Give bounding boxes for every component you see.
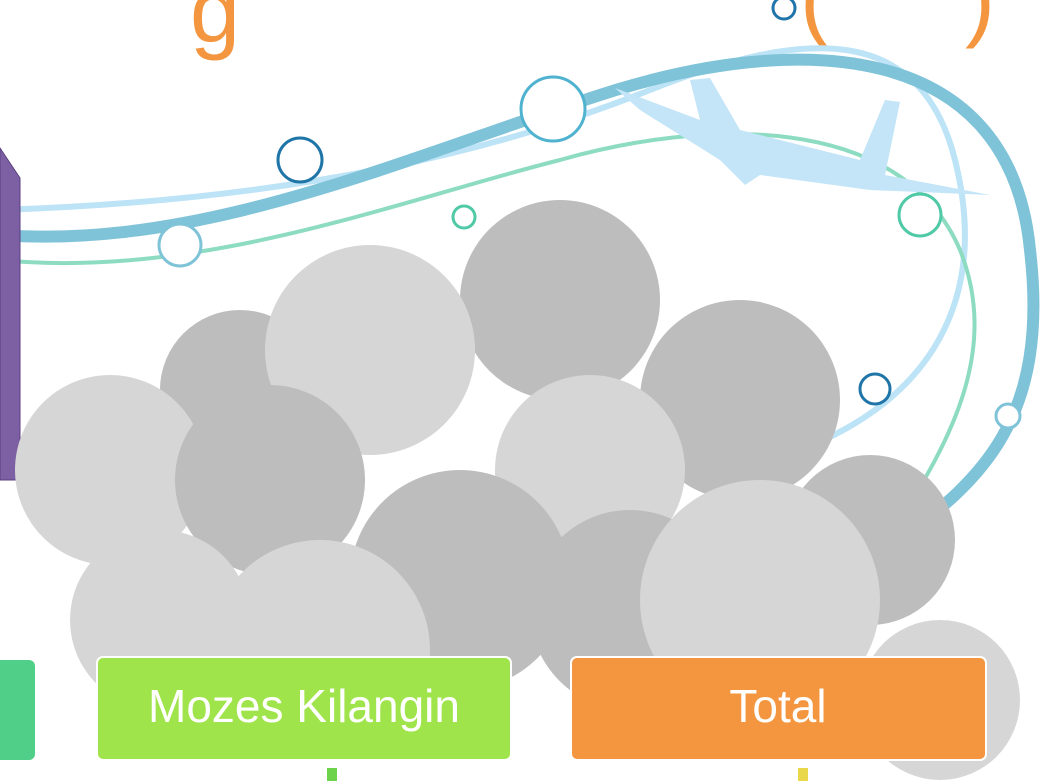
title-fragment: (	[800, 0, 830, 50]
waypoint	[519, 75, 587, 143]
box	[570, 656, 987, 761]
title-fragment: )	[965, 0, 995, 50]
waypoint	[994, 402, 1022, 430]
waypoint	[451, 204, 477, 230]
title-fragment: g	[190, 0, 240, 62]
waypoint	[276, 136, 324, 184]
box	[96, 656, 512, 761]
box-label: Total	[729, 680, 826, 732]
airplane	[615, 78, 990, 195]
connector	[798, 768, 808, 781]
waypoint	[157, 222, 203, 268]
path-light	[0, 45, 968, 453]
waypoints	[157, 0, 1022, 430]
connector	[327, 768, 337, 781]
box-label: Mozes Kilangin	[148, 680, 460, 732]
purple-shape	[0, 147, 21, 481]
waypoint	[897, 192, 943, 238]
waypoint	[858, 372, 892, 406]
waypoint	[771, 0, 797, 21]
box-edge	[0, 660, 35, 760]
